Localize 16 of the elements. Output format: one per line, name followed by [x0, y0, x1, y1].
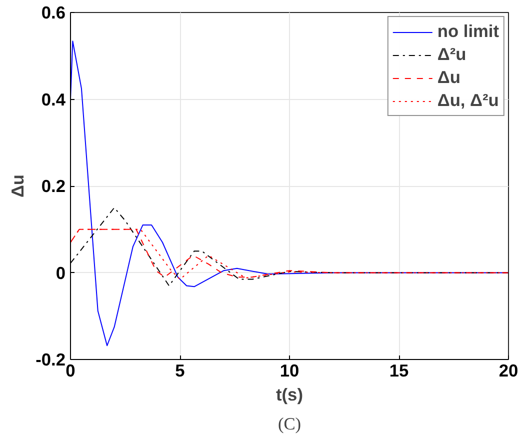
legend-label: Δu	[437, 67, 460, 88]
y-axis-title: Δu	[8, 174, 28, 198]
x-tick-label: 10	[280, 360, 300, 380]
x-axis-title: t(s)	[276, 384, 303, 404]
x-tick-label: 20	[498, 360, 518, 380]
y-tick-label: 0.4	[41, 89, 66, 110]
legend-label: Δ²u	[437, 44, 466, 65]
y-tick-label: 0	[56, 262, 66, 283]
legend-label: Δu, Δ²u	[437, 90, 499, 111]
x-tick-label: 5	[175, 360, 186, 380]
legend-label: no limit	[437, 21, 499, 42]
y-tick-label: -0.2	[36, 350, 66, 370]
text: (C)	[278, 414, 302, 434]
x-tick-label: 15	[389, 360, 409, 380]
y-tick-label: 0.6	[41, 2, 66, 22]
y-tick-label: 0.2	[41, 176, 66, 196]
